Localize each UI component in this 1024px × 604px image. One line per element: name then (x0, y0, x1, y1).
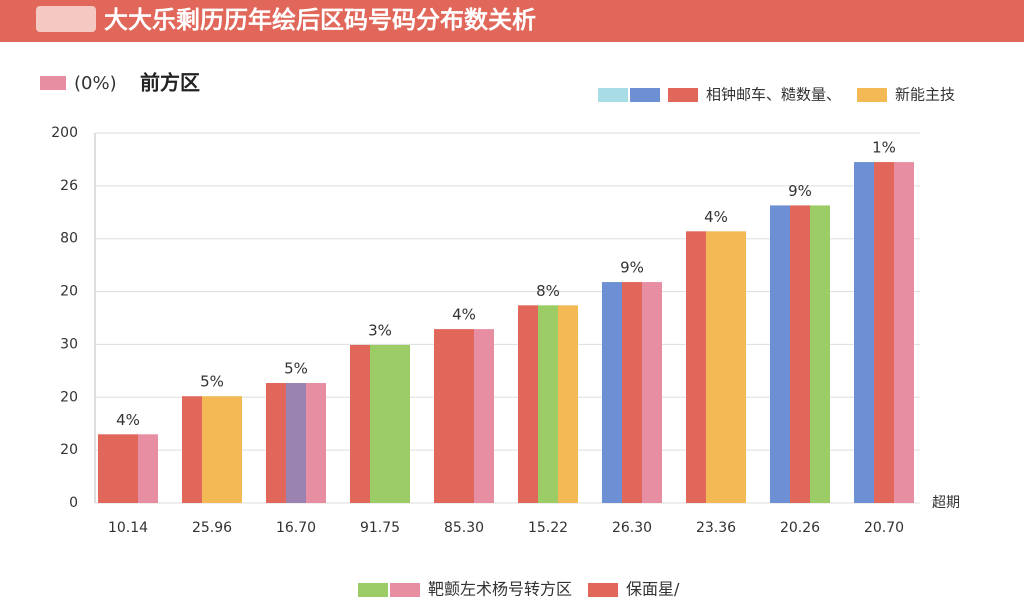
bar (642, 282, 662, 503)
bar (602, 282, 622, 503)
logo (36, 6, 96, 32)
bar-label: 8% (536, 282, 560, 300)
bar (266, 383, 286, 503)
subtitle-tag: (0%) (74, 73, 117, 94)
header-band (0, 0, 1024, 42)
bar (726, 231, 746, 504)
bar (370, 344, 390, 503)
legend-label: 相钟邮车、糙数量、 (706, 86, 841, 104)
bar (770, 205, 790, 503)
bar (350, 344, 370, 503)
legend-swatch (358, 583, 388, 597)
bar (622, 282, 642, 503)
bar-label: 4% (116, 411, 140, 429)
legend-swatch (390, 583, 420, 597)
bar-label: 1% (872, 139, 896, 157)
bar (518, 305, 538, 503)
chart-title: 大大乐剩历历年绘后区码号码分布数关析 (104, 6, 536, 34)
bar (202, 396, 222, 503)
bar (98, 434, 118, 503)
legend-swatch (857, 88, 888, 102)
bar (558, 305, 578, 503)
x-tick-label: 91.75 (360, 520, 400, 536)
legend-label: 新能主技 (895, 86, 955, 104)
x-tick-label: 23.36 (696, 520, 736, 536)
x-tick-label: 10.14 (108, 520, 148, 536)
y-tick-label: 200 (51, 125, 78, 141)
bar (434, 329, 454, 503)
bar (286, 383, 306, 503)
bar (810, 205, 830, 503)
bar-label: 9% (620, 259, 644, 277)
x-tick-label: 15.22 (528, 520, 568, 536)
bar (390, 344, 410, 503)
bar (706, 231, 726, 504)
x-tick-label: 26.30 (612, 520, 652, 536)
bar (306, 383, 326, 503)
legend-swatch (588, 583, 619, 597)
legend-swatch (630, 88, 660, 102)
y-tick-label: 20 (60, 389, 78, 405)
bar (790, 205, 810, 503)
legend-label: 靶颤左术杨号转方区 (428, 580, 572, 599)
bar (538, 305, 558, 503)
x-tick-label: 25.96 (192, 520, 232, 536)
x-tick-label: 16.70 (276, 520, 316, 536)
bar (894, 162, 914, 504)
bar-label: 9% (788, 182, 812, 200)
bar (474, 329, 494, 503)
bar-label: 5% (284, 360, 308, 378)
x-tick-label: 85.30 (444, 520, 484, 536)
bar (874, 162, 894, 504)
bar-label: 3% (368, 321, 392, 339)
bar (222, 396, 242, 503)
bar (454, 329, 474, 503)
bar (118, 434, 138, 503)
y-tick-label: 80 (60, 231, 78, 247)
bar (138, 434, 158, 503)
bar-label: 5% (200, 373, 224, 391)
x-tick-label: 20.70 (864, 520, 904, 536)
x-axis-label: 超期 (932, 495, 960, 511)
y-tick-label: 20 (60, 442, 78, 458)
bar (182, 396, 202, 503)
legend-swatch (598, 88, 628, 102)
bar-label: 4% (452, 306, 476, 324)
legend-swatch (668, 88, 698, 102)
y-tick-label: 26 (60, 178, 78, 194)
y-tick-label: 0 (69, 495, 78, 511)
x-tick-label: 20.26 (780, 520, 820, 536)
y-tick-label: 30 (60, 336, 78, 352)
legend-label: 保面星/ (626, 580, 680, 599)
bar (854, 162, 874, 504)
subtitle-swatch (40, 76, 66, 90)
y-tick-label: 20 (60, 284, 78, 300)
bar-label: 4% (704, 208, 728, 226)
subtitle: 前方区 (140, 71, 200, 95)
bar (686, 231, 706, 504)
